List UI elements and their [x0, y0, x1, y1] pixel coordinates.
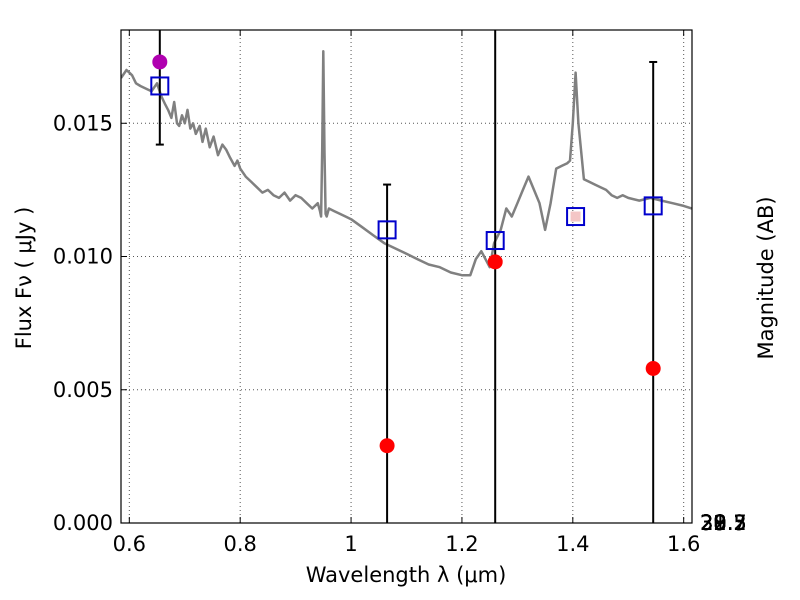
plot-area: [121, 30, 692, 523]
x-tick-label: 1.4: [556, 532, 589, 556]
right-tick-label: 29: [700, 511, 727, 535]
y-tick-label: 0.010: [53, 245, 113, 269]
x-axis-label: Wavelength λ (μm): [306, 563, 507, 587]
special-point: [152, 54, 168, 70]
x-tick-label: 1.2: [445, 532, 478, 556]
y-axis-label: Flux Fν ( μJy ): [12, 207, 36, 350]
observed-point: [487, 254, 503, 270]
right-tick-label: 31: [700, 511, 727, 535]
observed-point: [645, 360, 661, 376]
y-tick-label: 0.000: [53, 511, 113, 535]
right-tick-label: 28.3: [700, 511, 747, 535]
axes: 0.6 0.8 1 1.2 1.4 1.6 0.000 0.005 0.010 0.015 28.3…: [53, 29, 747, 556]
model-spectrum-line: [121, 50, 692, 277]
right-tick-label: 29.5: [700, 511, 747, 535]
right-tick-label: 28.7: [700, 511, 747, 535]
right-tick-label: 28.5: [700, 511, 747, 535]
model-band-square: [150, 76, 170, 96]
right-tick-label: 29.2: [700, 511, 747, 535]
y-tick-label: 0.015: [53, 111, 113, 135]
model-band-square: [566, 207, 586, 227]
y-right-axis-label: Magnitude (AB): [754, 196, 778, 359]
right-tick-label: 30: [700, 511, 727, 535]
faint-marker: [570, 211, 581, 222]
y-tick-label: 0.005: [53, 378, 113, 402]
model-band-square: [485, 231, 505, 251]
model-band-square: [377, 220, 397, 240]
x-tick-label: 1.6: [667, 532, 700, 556]
right-tick-label: 32: [700, 511, 727, 535]
plot-frame: [120, 29, 693, 524]
right-tick-label: 30.5: [700, 511, 747, 535]
x-tick-label: 0.6: [113, 532, 146, 556]
x-tick-label: 1: [344, 532, 357, 556]
model-band-square: [643, 196, 663, 216]
x-tick-label: 0.8: [223, 532, 256, 556]
observed-point: [379, 438, 395, 454]
